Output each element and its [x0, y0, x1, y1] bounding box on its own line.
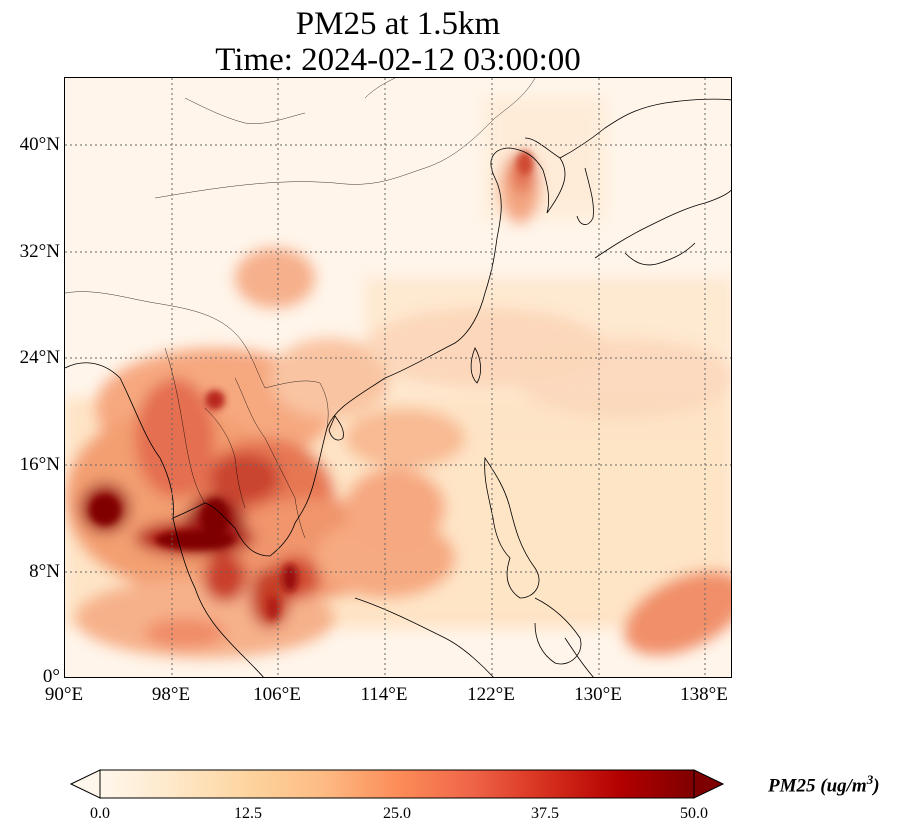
colorbar-tick-0: 0.0	[90, 805, 110, 822]
colorbar-tick-50: 50.0	[680, 805, 708, 822]
pm25-field	[65, 98, 731, 658]
colorbar-tick-25: 25.0	[383, 805, 411, 822]
colorbar-tick-12-5: 12.5	[234, 805, 262, 822]
lon-tick-130e: 130°E	[574, 684, 622, 705]
lon-tick-138e: 138°E	[680, 684, 728, 705]
colorbar	[70, 769, 724, 799]
lat-tick-24n: 24°N	[19, 347, 60, 368]
gridlines	[65, 78, 731, 677]
lon-tick-106e: 106°E	[253, 684, 301, 705]
lon-tick-114e: 114°E	[360, 684, 408, 705]
colorbar-max-extend	[693, 769, 724, 799]
colorbar-min-extend	[70, 769, 101, 799]
map-canvas	[65, 78, 731, 677]
lat-tick-40n: 40°N	[19, 134, 60, 155]
lon-tick-98e: 98°E	[151, 684, 191, 705]
map-title: PM25 at 1.5km	[295, 6, 501, 42]
lon-tick-90e: 90°E	[44, 684, 84, 705]
map-timestamp: Time: 2024-02-12 03:00:00	[215, 42, 581, 78]
colorbar-gradient	[99, 769, 695, 799]
lat-tick-32n: 32°N	[19, 241, 60, 262]
lat-tick-16n: 16°N	[19, 454, 60, 475]
colorbar-tick-37-5: 37.5	[531, 805, 559, 822]
pm25-map	[64, 77, 732, 678]
lat-tick-8n: 8°N	[29, 561, 60, 582]
lon-tick-122e: 122°E	[467, 684, 515, 705]
lat-tick-0: 0°	[42, 666, 60, 687]
colorbar-label: PM25 (ug/m3)	[768, 772, 880, 797]
